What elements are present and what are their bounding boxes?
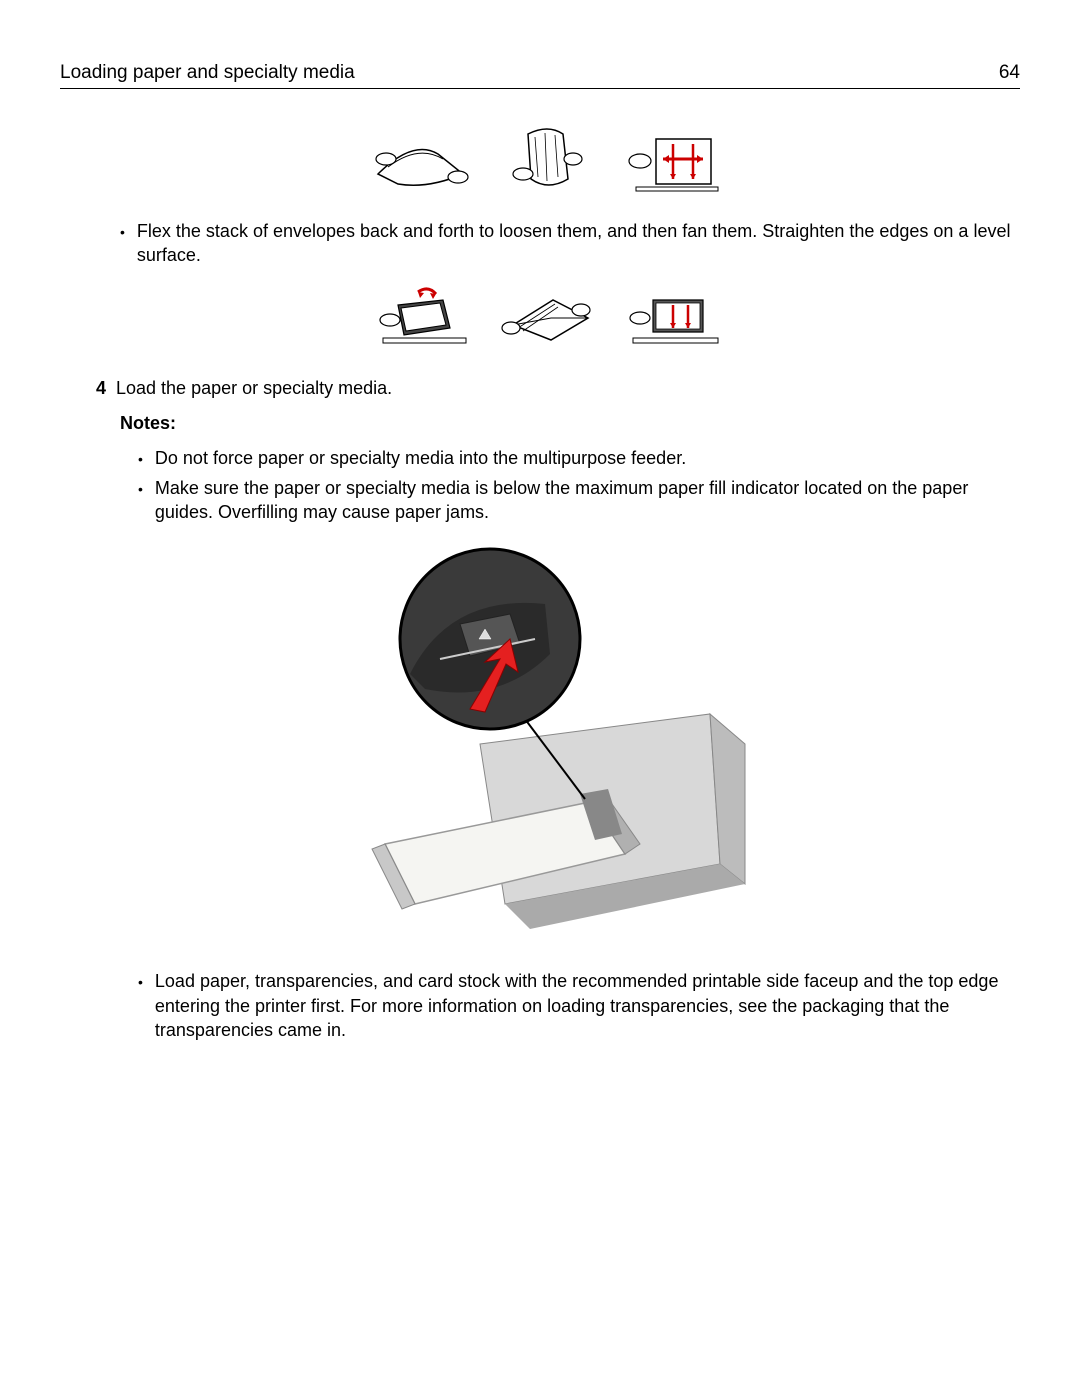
step-number: 4 xyxy=(80,378,116,399)
illustration-flex-envelope-3 xyxy=(618,278,733,358)
page-content: • Flex the stack of envelopes back and f… xyxy=(60,119,1020,1042)
illustration-flex-paper-2 xyxy=(493,119,608,199)
illustration-flex-paper-1 xyxy=(368,119,483,199)
step-4: 4 Load the paper or specialty media. xyxy=(80,378,1020,399)
page-header: Loading paper and specialty media 64 xyxy=(60,62,1020,89)
header-title: Loading paper and specialty media xyxy=(60,62,355,84)
page-number: 64 xyxy=(999,62,1020,84)
illustration-flex-envelope-2 xyxy=(493,278,608,358)
bullet-flex-envelopes-text: Flex the stack of envelopes back and for… xyxy=(137,219,1020,268)
bullet-flex-envelopes: • Flex the stack of envelopes back and f… xyxy=(80,219,1020,268)
notes-label: Notes: xyxy=(80,413,1020,434)
note-2-text: Make sure the paper or specialty media i… xyxy=(155,476,1020,525)
figure-row-envelopes xyxy=(80,278,1020,358)
illustration-flex-paper-3 xyxy=(618,119,733,199)
bullet-dot-icon: • xyxy=(120,219,125,268)
illustration-flex-envelope-1 xyxy=(368,278,483,358)
illustration-printer xyxy=(350,544,750,939)
bullet-load-faceup-text: Load paper, transparencies, and card sto… xyxy=(155,969,1020,1042)
bullet-dot-icon: • xyxy=(138,446,143,470)
bullet-load-faceup: • Load paper, transparencies, and card s… xyxy=(80,969,1020,1042)
step-4-text: Load the paper or specialty media. xyxy=(116,378,1020,399)
page-container: Loading paper and specialty media 64 xyxy=(0,0,1080,1088)
figure-printer-feeder xyxy=(80,544,1020,939)
note-1-text: Do not force paper or specialty media in… xyxy=(155,446,1020,470)
bullet-dot-icon: • xyxy=(138,969,143,1042)
figure-row-paper xyxy=(80,119,1020,199)
bullet-dot-icon: • xyxy=(138,476,143,525)
note-item-2: • Make sure the paper or specialty media… xyxy=(80,476,1020,525)
note-item-1: • Do not force paper or specialty media … xyxy=(80,446,1020,470)
